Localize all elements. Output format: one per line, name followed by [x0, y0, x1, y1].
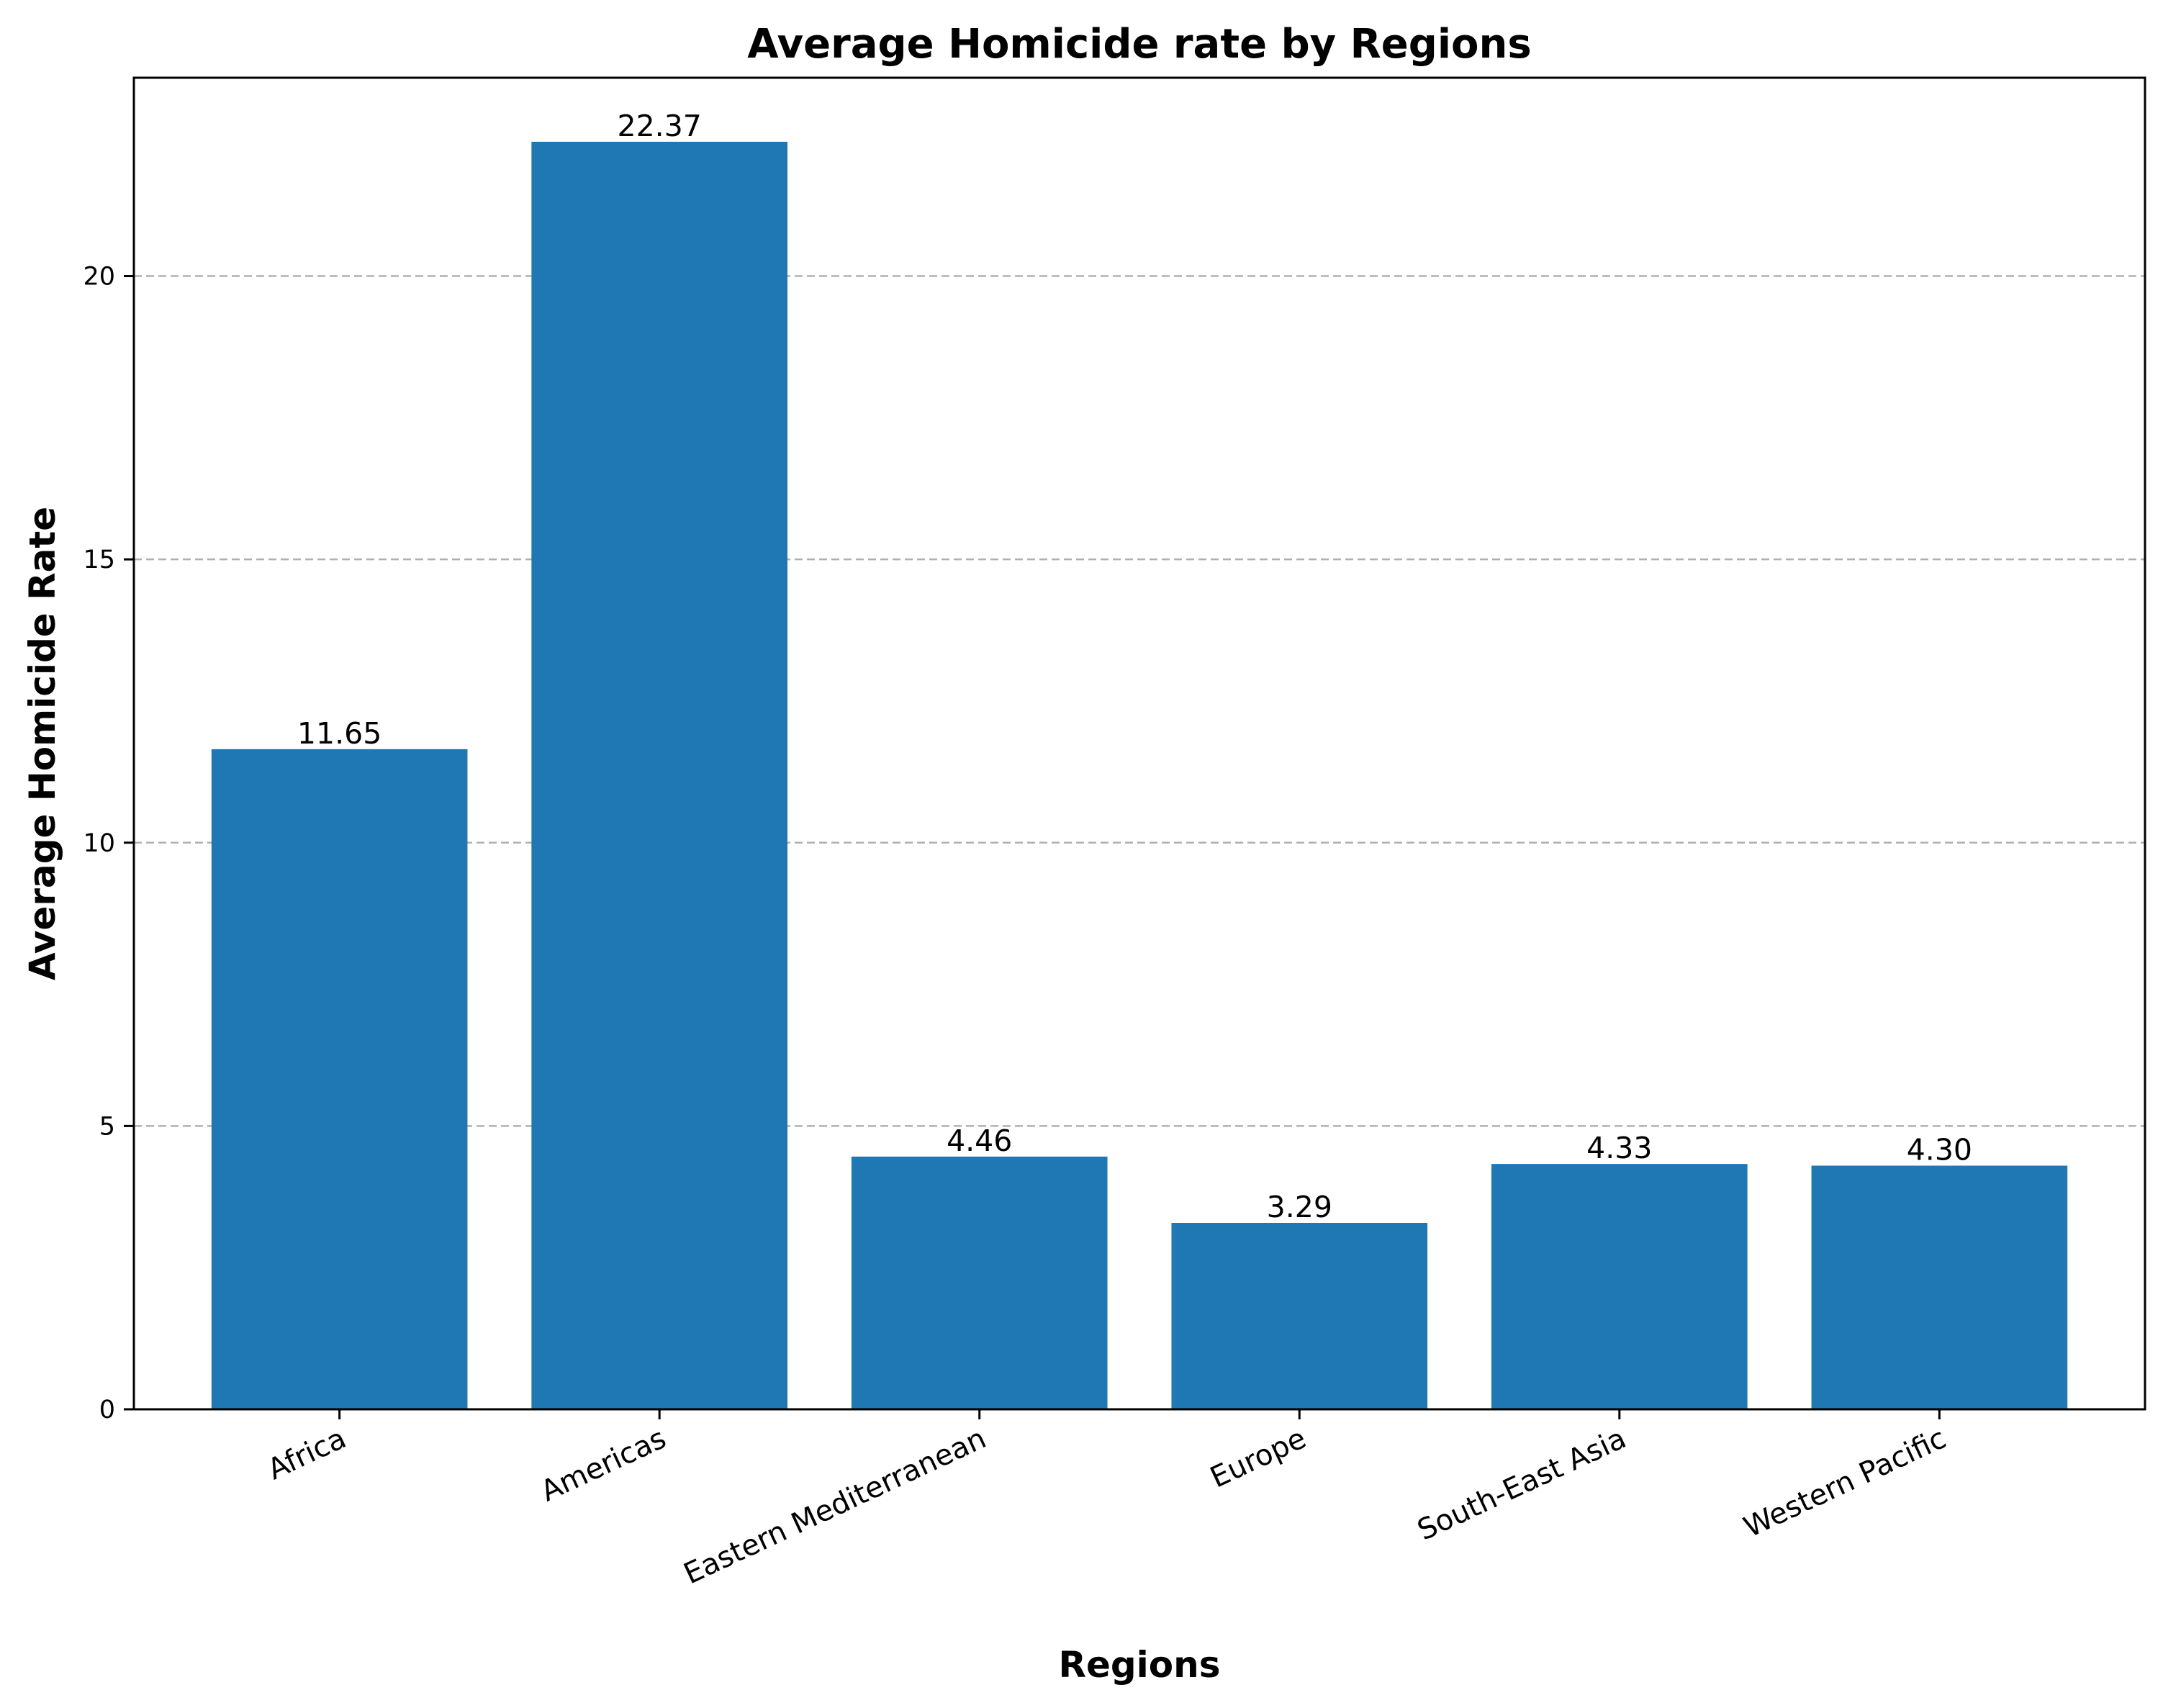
x-axis-ticks: Africa Americas Eastern Mediterranean Europ… [263, 1409, 1951, 1591]
data-label: 4.33 [1586, 1131, 1652, 1165]
data-label: 4.46 [947, 1124, 1012, 1158]
data-labels: 11.65 22.37 4.46 3.29 4.33 4.30 [297, 109, 1972, 1224]
bar-eastern-mediterranean [851, 1156, 1108, 1409]
y-tick-label: 15 [83, 546, 115, 574]
bar-africa [211, 749, 468, 1409]
x-tick-label: Americas [536, 1422, 672, 1508]
y-tick-label: 10 [83, 829, 115, 858]
bar-south-east-asia [1491, 1164, 1748, 1409]
data-label: 4.30 [1907, 1132, 1972, 1167]
x-tick-label: South-East Asia [1412, 1422, 1631, 1547]
data-label: 3.29 [1267, 1190, 1332, 1224]
x-tick-label: Western Pacific [1739, 1422, 1951, 1544]
x-tick-label: Africa [263, 1422, 351, 1486]
x-axis-label: Regions [1058, 1644, 1220, 1686]
y-tick-label: 5 [99, 1112, 115, 1141]
bar-europe [1171, 1223, 1428, 1409]
grid-lines [134, 275, 2145, 1127]
x-tick-label: Europe [1206, 1422, 1311, 1494]
x-tick-label: Eastern Mediterranean [679, 1422, 991, 1591]
y-axis-label: Average Homicide Rate [22, 507, 63, 980]
y-axis-ticks: 0 5 10 15 20 [83, 263, 134, 1424]
data-label: 11.65 [297, 716, 381, 751]
y-tick-label: 0 [99, 1396, 115, 1424]
bar-americas [531, 141, 787, 1410]
bar-western-pacific [1811, 1165, 2068, 1409]
data-label: 22.37 [617, 109, 701, 143]
plot-frame [132, 76, 2146, 1411]
y-tick-label: 20 [83, 263, 115, 292]
chart-title: Average Homicide rate by Regions [747, 21, 1531, 68]
bars [211, 141, 2068, 1410]
